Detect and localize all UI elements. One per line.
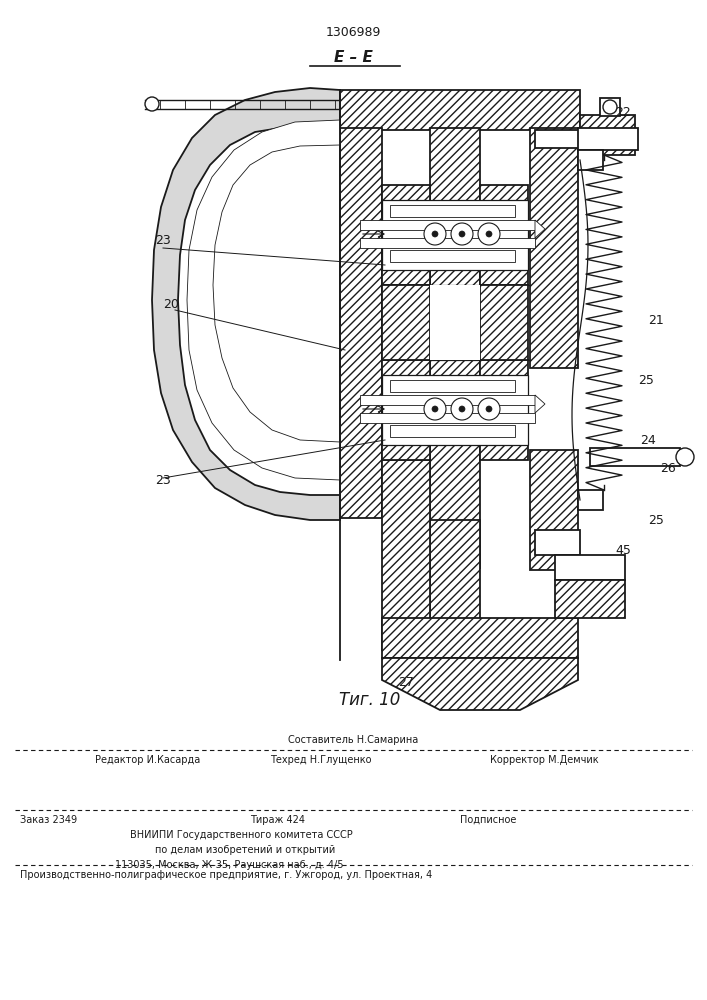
Bar <box>480 360 528 460</box>
Bar <box>578 128 638 150</box>
Text: Корректор М.Демчик: Корректор М.Демчик <box>490 755 599 765</box>
Polygon shape <box>152 88 340 520</box>
Text: по делам изобретений и открытий: по делам изобретений и открытий <box>155 845 335 855</box>
Circle shape <box>603 100 617 114</box>
Circle shape <box>424 398 446 420</box>
Bar <box>480 185 528 285</box>
Bar <box>340 128 382 518</box>
Bar <box>382 185 430 285</box>
Text: Тираж 424: Тираж 424 <box>250 815 305 825</box>
Bar <box>390 250 515 262</box>
Circle shape <box>478 398 500 420</box>
Text: 113035, Москва, Ж-35, Раушская наб., д. 4/5: 113035, Москва, Ж-35, Раушская наб., д. … <box>115 860 344 870</box>
Bar <box>390 425 515 437</box>
Bar <box>578 490 603 510</box>
Text: 27: 27 <box>398 676 414 688</box>
Polygon shape <box>187 120 340 480</box>
Bar <box>390 205 515 217</box>
Text: Τиг. 10: Τиг. 10 <box>339 691 401 709</box>
Text: 45: 45 <box>615 544 631 556</box>
Bar <box>555 555 625 580</box>
Circle shape <box>478 223 500 245</box>
Circle shape <box>145 97 159 111</box>
Bar <box>382 460 430 650</box>
Bar <box>480 285 528 360</box>
Bar <box>555 580 625 618</box>
Bar <box>382 285 430 360</box>
Bar <box>590 448 680 466</box>
Text: 20: 20 <box>163 298 179 312</box>
Text: Производственно-полиграфическое предприятие, г. Ужгород, ул. Проектная, 4: Производственно-полиграфическое предприя… <box>20 870 432 880</box>
Text: 25: 25 <box>648 514 664 526</box>
Text: Редактор И.Касарда: Редактор И.Касарда <box>95 755 200 765</box>
Text: E – E: E – E <box>334 50 373 66</box>
Circle shape <box>486 406 492 412</box>
Polygon shape <box>535 220 545 238</box>
Circle shape <box>424 223 446 245</box>
Text: 23: 23 <box>155 233 171 246</box>
Bar <box>535 130 580 148</box>
Bar <box>530 450 578 570</box>
Polygon shape <box>535 395 545 413</box>
Text: Заказ 2349: Заказ 2349 <box>20 815 77 825</box>
Bar <box>600 98 620 116</box>
Bar <box>382 360 430 460</box>
Circle shape <box>432 231 438 237</box>
Text: 25: 25 <box>638 373 654 386</box>
Text: 23: 23 <box>155 474 171 487</box>
Text: 24: 24 <box>640 434 656 446</box>
Text: ВНИИПИ Государственного комитета СССР: ВНИИПИ Государственного комитета СССР <box>130 830 353 840</box>
Bar <box>535 530 580 555</box>
Text: Подписное: Подписное <box>460 815 516 825</box>
Bar <box>360 238 535 248</box>
Text: 22: 22 <box>615 105 631 118</box>
Circle shape <box>486 231 492 237</box>
Bar <box>430 285 480 360</box>
Polygon shape <box>382 658 578 710</box>
Bar <box>360 395 535 405</box>
Text: 1306989: 1306989 <box>326 25 381 38</box>
Bar <box>580 115 635 155</box>
Bar <box>578 150 603 170</box>
Bar <box>430 520 480 650</box>
Text: Составитель Н.Самарина: Составитель Н.Самарина <box>288 735 419 745</box>
Bar <box>430 128 480 568</box>
Bar <box>360 220 535 230</box>
Bar <box>382 200 528 270</box>
Bar <box>382 375 528 445</box>
Text: Техред Н.Глущенко: Техред Н.Глущенко <box>270 755 371 765</box>
Text: 21: 21 <box>648 314 664 326</box>
Bar <box>382 618 578 658</box>
Circle shape <box>676 448 694 466</box>
Bar <box>340 90 580 130</box>
Circle shape <box>432 406 438 412</box>
Text: 26: 26 <box>660 462 676 475</box>
Circle shape <box>451 223 473 245</box>
Circle shape <box>451 398 473 420</box>
Bar <box>360 413 535 423</box>
Bar <box>530 128 578 368</box>
Bar <box>390 380 515 392</box>
Circle shape <box>459 406 465 412</box>
Circle shape <box>459 231 465 237</box>
